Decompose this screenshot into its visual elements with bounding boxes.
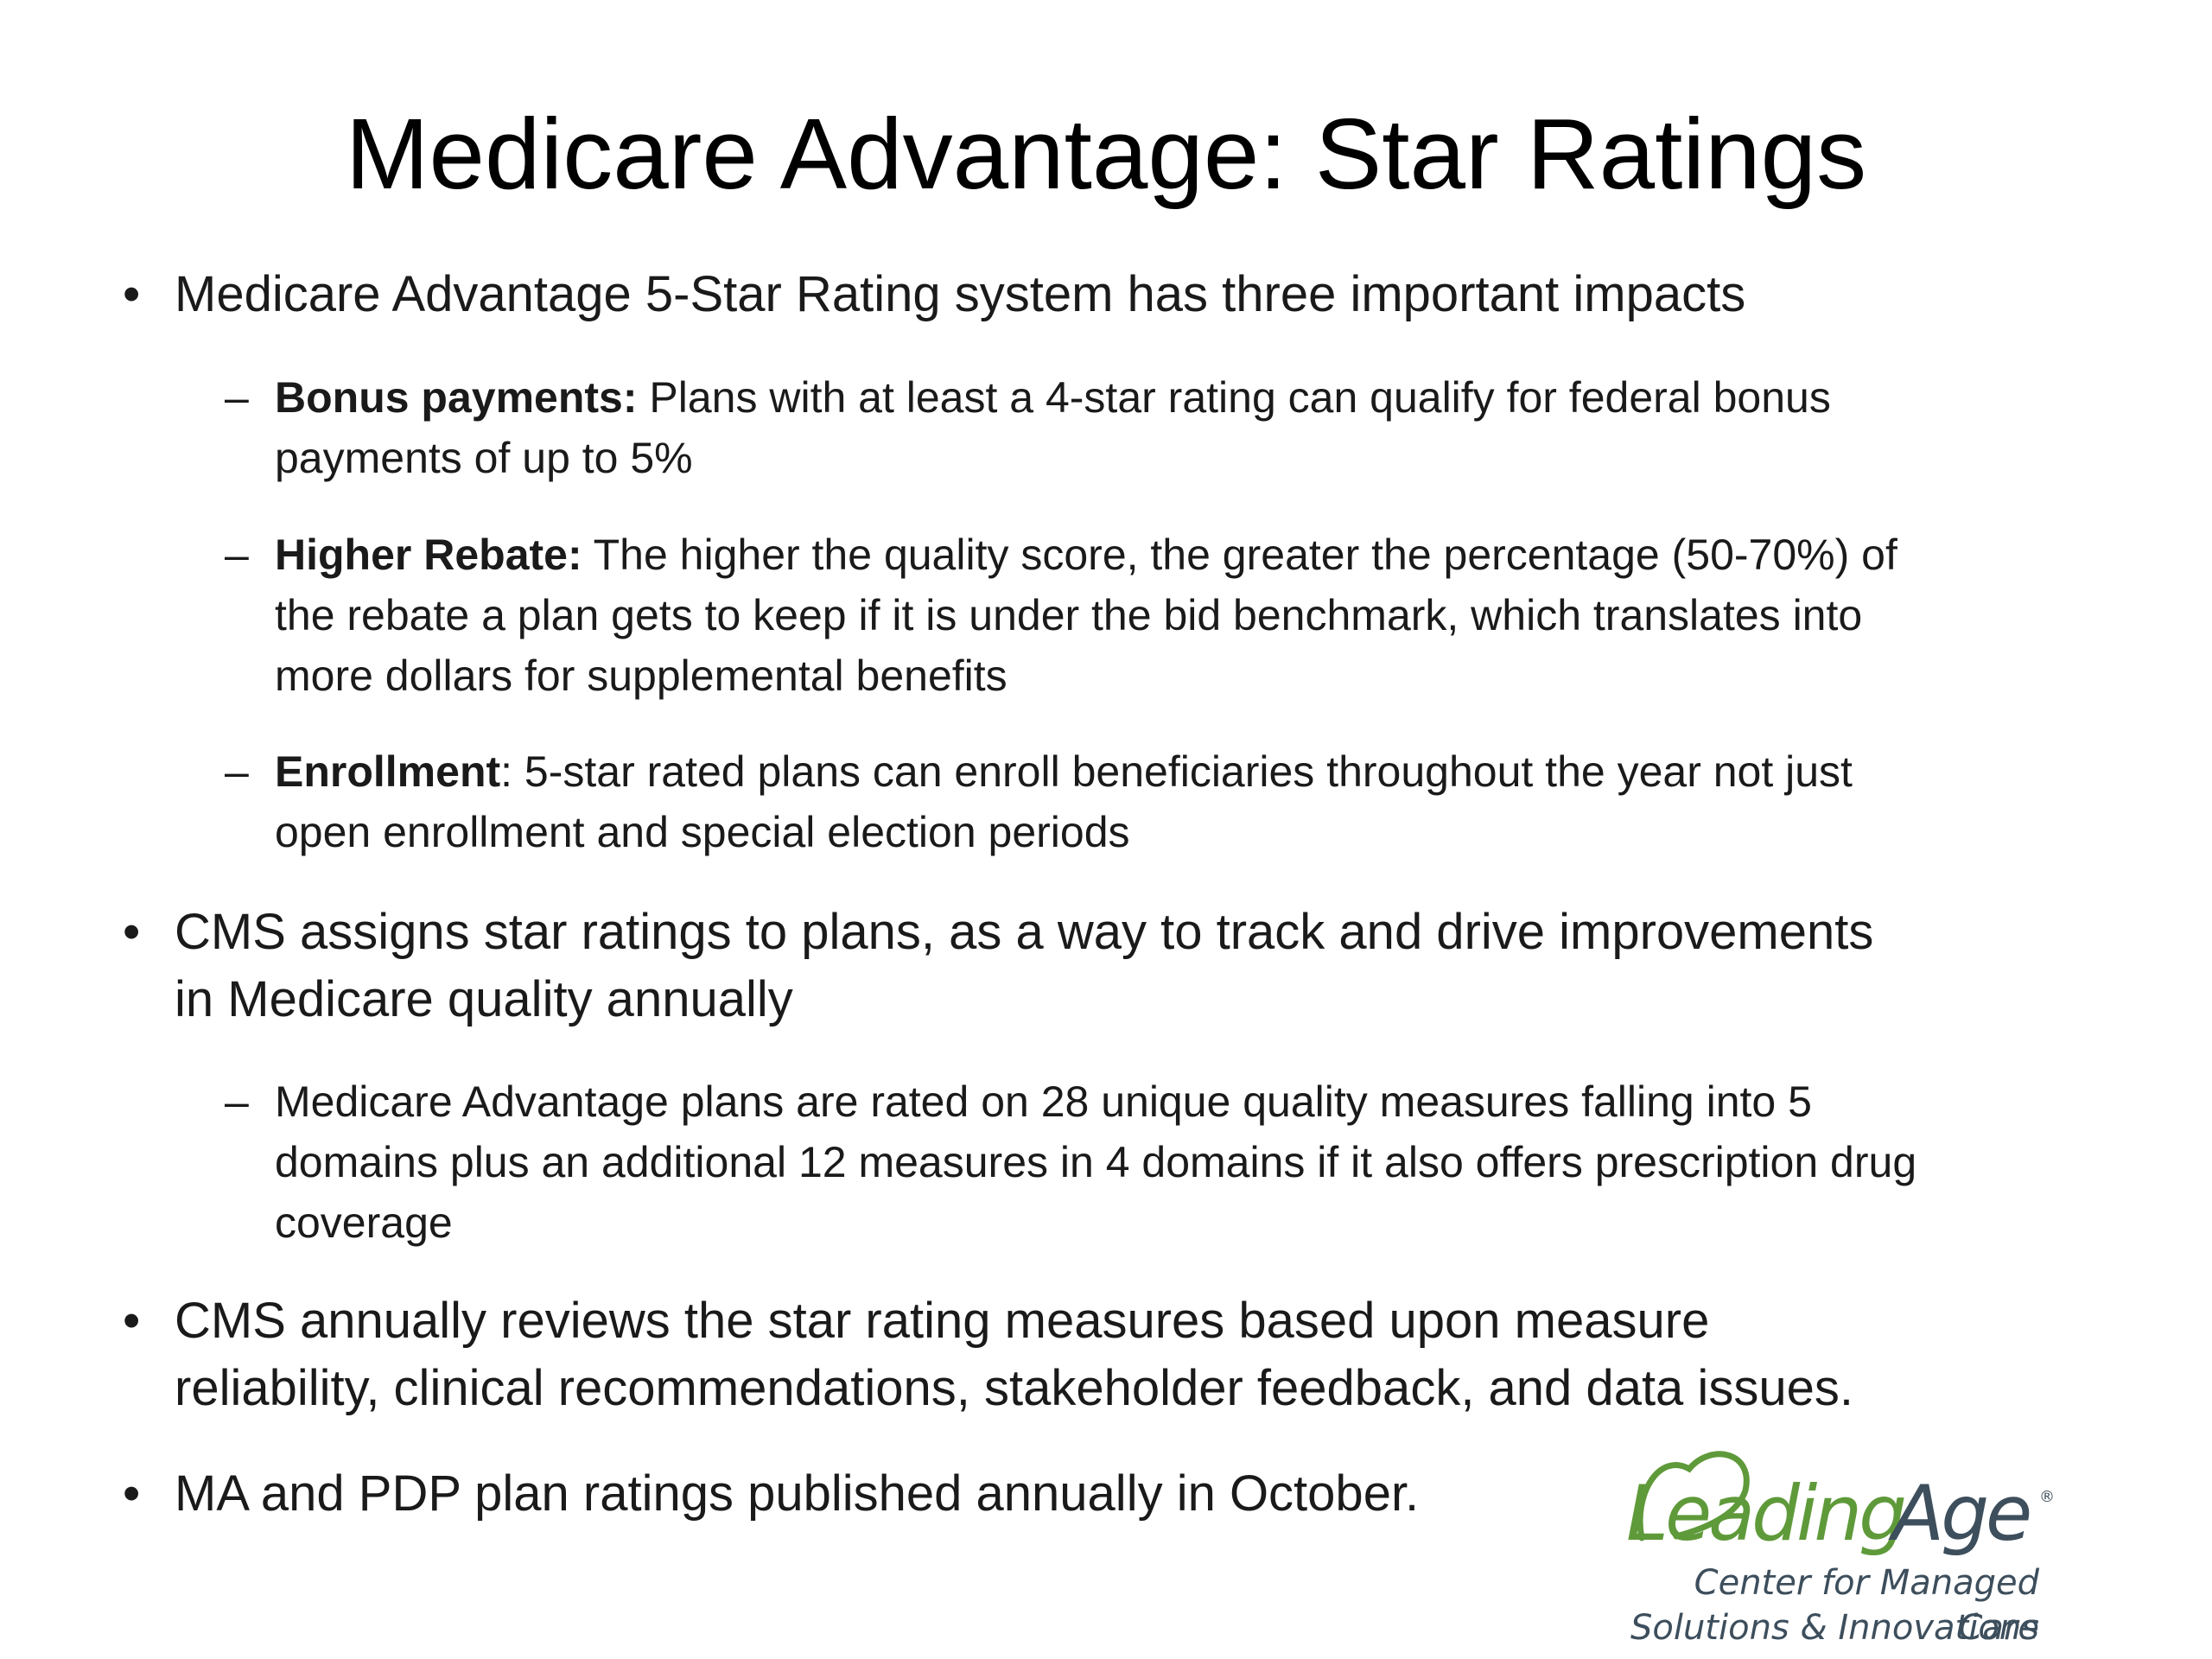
sub-mark: –: [225, 1077, 249, 1126]
sub-text: Medicare Advantage plans are rated on 28…: [275, 1077, 1917, 1247]
bullet-mark: •: [123, 1293, 141, 1349]
leadingage-logo: Leading Age ® Center for Managed Care So…: [1607, 1417, 2074, 1650]
sub-mark: –: [225, 373, 249, 422]
sub-text: Higher Rebate: The higher the quality sc…: [275, 524, 1918, 706]
registered-mark: ®: [2039, 1488, 2055, 1506]
bullet-mark: •: [123, 904, 141, 960]
sub-item: – Bonus payments: Plans with at least a …: [225, 367, 1918, 488]
bullet-item: • Medicare Advantage 5-Star Rating syste…: [123, 261, 1920, 328]
bullet-item: • MA and PDP plan ratings published annu…: [123, 1460, 1548, 1528]
sub-lead: Enrollment: [275, 747, 501, 796]
logo-tagline-line2: Solutions & Innovations: [1630, 1608, 2039, 1648]
sub-item: – Medicare Advantage plans are rated on …: [225, 1071, 1918, 1253]
sub-lead: Higher Rebate:: [275, 531, 582, 579]
sub-item: – Higher Rebate: The higher the quality …: [225, 524, 1918, 706]
logo-word-leading: Leading: [1626, 1469, 1904, 1558]
logo-word-age: Age: [1888, 1469, 2030, 1558]
bullet-text: MA and PDP plan ratings published annual…: [175, 1465, 1420, 1522]
slide-title: Medicare Advantage: Star Ratings: [345, 98, 1867, 210]
bullet-mark: •: [123, 1465, 141, 1522]
leadingage-wordmark: Leading Age ®: [1626, 1451, 2055, 1558]
sub-mark: –: [225, 747, 249, 796]
bullet-item: • CMS annually reviews the star rating m…: [123, 1287, 1920, 1422]
sub-mark: –: [225, 531, 249, 579]
bullet-text: CMS assigns star ratings to plans, as a …: [175, 904, 1874, 1027]
sub-lead: Bonus payments:: [275, 373, 638, 422]
bullet-text: Medicare Advantage 5-Star Rating system …: [175, 266, 1746, 322]
sub-item: – Enrollment: 5-star rated plans can enr…: [225, 741, 1918, 862]
sub-body: The higher the quality score, the greate…: [275, 531, 1897, 700]
heart-swoosh-icon: [1637, 1451, 1750, 1541]
bullet-item: • CMS assigns star ratings to plans, as …: [123, 899, 1920, 1033]
logo-tagline-line1: Center for Managed Care: [1694, 1563, 2039, 1648]
bullet-text: CMS annually reviews the star rating mea…: [175, 1293, 1853, 1416]
bullet-mark: •: [123, 266, 141, 322]
sub-body: : 5-star rated plans can enroll benefici…: [275, 747, 1853, 856]
sub-text: Bonus payments: Plans with at least a 4-…: [275, 367, 1918, 488]
sub-body: Plans with at least a 4-star rating can …: [275, 373, 1831, 482]
sub-text: Enrollment: 5-star rated plans can enrol…: [275, 741, 1918, 862]
